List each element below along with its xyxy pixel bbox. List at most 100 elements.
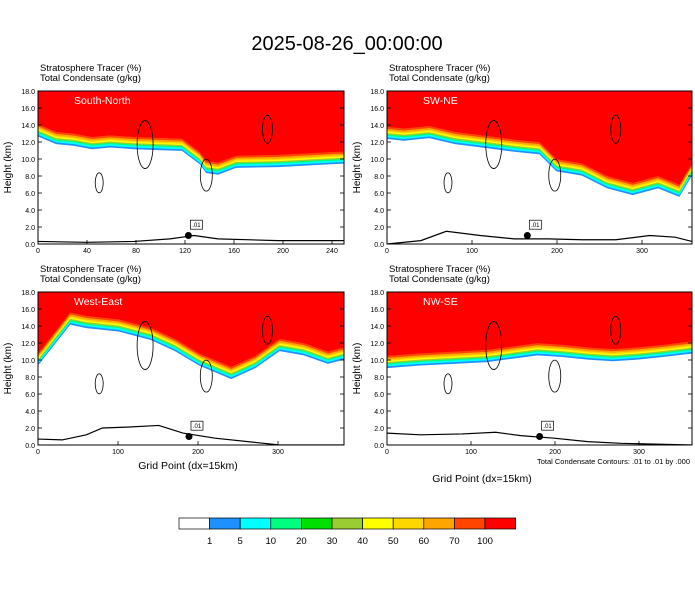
y-tick-label: 10.0 [21,157,35,164]
colorbar-label: 50 [388,536,399,547]
panel-nw-se: .01 Stratosphere Tracer (%)Total Condensa… [352,264,693,456]
x-tick-label: 200 [277,248,289,255]
x-tick-label: 300 [633,449,645,456]
panel-south-north: .01 Stratosphere Tracer (%)Total Condensa… [3,63,345,255]
y-tick-label: 4.0 [25,409,35,416]
tracer-core [387,91,692,185]
y-tick-label: 18.0 [370,290,384,297]
panel-sw-ne: .01 Stratosphere Tracer (%)Total Condensa… [352,63,693,255]
condensate-contour [136,321,154,370]
condensate-contour [610,114,622,144]
condensate-contour [94,172,104,194]
xaxis-label-left: Grid Point (dx=15km) [138,460,238,472]
x-tick-label: 200 [192,449,204,456]
y-tick-label: 2.0 [25,225,35,232]
colorbar-swatch [392,517,425,530]
colorbar-swatch [331,517,363,530]
condensate-contour [443,172,453,194]
condensate-contour [94,373,104,395]
panel-header-line1: Stratosphere Tracer (%) [389,264,490,275]
colorbar-label: 5 [238,536,243,547]
y-tick-label: 12.0 [370,341,384,348]
y-tick-label: 4.0 [25,208,35,215]
colorbar-label: 10 [266,536,277,547]
y-tick-label: 14.0 [370,123,384,130]
x-tick-label: 300 [272,449,284,456]
x-tick-label: 40 [83,248,91,255]
x-tick-label: 0 [36,449,40,456]
condensate-contour [548,359,562,393]
panel-label: West-East [74,296,122,308]
panel-header-line1: Stratosphere Tracer (%) [389,63,490,74]
colorbar-label: 40 [357,536,368,547]
tracer-core [38,91,344,163]
y-tick-label: 8.0 [374,375,384,382]
panel-header-line2: Total Condensate (g/kg) [389,274,490,285]
colorbar-label: 20 [296,536,307,547]
colorbar-label: 70 [449,536,460,547]
y-tick-label: 14.0 [21,123,35,130]
location-marker [536,433,544,440]
plot-frame [37,291,345,446]
condensate-contour [485,120,503,169]
x-tick-label: 100 [112,449,124,456]
y-tick-label: 16.0 [370,307,384,314]
y-tick-label: 0.0 [25,443,35,450]
tracer-core [38,292,344,367]
x-tick-label: 100 [465,449,477,456]
y-tick-label: 16.0 [21,307,35,314]
panel-header-line1: Stratosphere Tracer (%) [40,264,141,275]
figure-title: 2025-08-26_00:00:00 [251,33,442,55]
y-tick-label: 16.0 [370,106,384,113]
y-tick-label: 6.0 [374,191,384,198]
colorbar-swatch [484,517,516,530]
x-tick-label: 300 [636,248,648,255]
colorbar-swatch [423,517,455,530]
tracer-core [387,292,692,356]
condensate-contour [485,321,503,370]
panel-west-east: .01 Stratosphere Tracer (%)Total Condensa… [3,264,345,456]
contour-label: .01 [193,424,202,430]
xaxis-label-right: Grid Point (dx=15km) [432,473,532,485]
colorbar-label: 30 [327,536,338,547]
y-tick-label: 18.0 [21,290,35,297]
y-tick-label: 10.0 [370,358,384,365]
plot-frame [386,90,693,245]
x-tick-label: 0 [36,248,40,255]
plot-frame [37,90,345,245]
plot-area: .01 [387,292,692,445]
y-axis-label: Height (km) [352,343,363,395]
y-tick-label: 6.0 [25,191,35,198]
x-tick-label: 100 [466,248,478,255]
contour-label: .01 [543,424,552,430]
panel-label: South-North [74,95,131,107]
y-tick-label: 12.0 [21,140,35,147]
x-tick-label: 0 [385,449,389,456]
panel-header-line1: Stratosphere Tracer (%) [40,63,141,74]
y-tick-label: 10.0 [370,157,384,164]
y-tick-label: 8.0 [25,174,35,181]
y-tick-label: 0.0 [374,443,384,450]
x-tick-label: 0 [385,248,389,255]
condensate-contour [199,359,213,393]
y-tick-label: 14.0 [21,324,35,331]
x-tick-label: 120 [179,248,191,255]
y-tick-label: 16.0 [21,106,35,113]
colorbar-swatch [362,517,394,530]
y-tick-label: 0.0 [25,242,35,249]
x-tick-label: 240 [326,248,338,255]
y-tick-label: 6.0 [374,392,384,399]
x-tick-label: 160 [228,248,240,255]
y-axis-label: Height (km) [3,343,14,395]
contour-label: .01 [531,223,540,229]
y-axis-label: Height (km) [3,142,14,194]
y-tick-label: 8.0 [25,375,35,382]
x-tick-label: 200 [551,248,563,255]
colorbar-swatch [270,517,302,530]
y-tick-label: 12.0 [21,341,35,348]
contour-note: Total Condensate Contours: .01 to .01 by… [537,457,690,466]
y-tick-label: 2.0 [374,426,384,433]
terrain-line [38,234,344,243]
